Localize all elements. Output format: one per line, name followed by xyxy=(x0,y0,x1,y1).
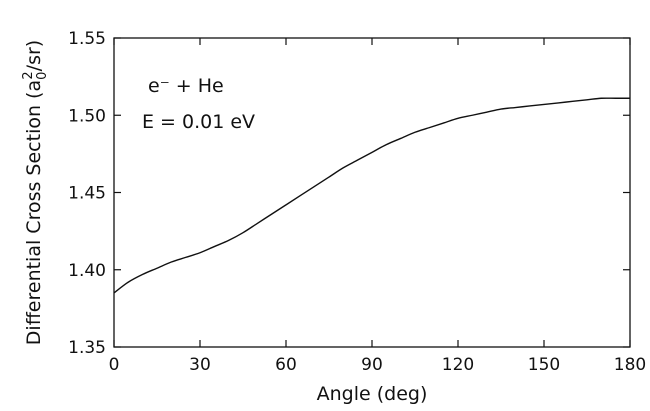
y-axis-title-superscript: 2 xyxy=(21,71,36,79)
x-tick-label: 60 xyxy=(275,355,297,375)
x-tick-label: 30 xyxy=(189,355,211,375)
x-tick-label: 0 xyxy=(109,355,120,375)
y-tick-label: 1.40 xyxy=(68,261,106,281)
x-axis-title: Angle (deg) xyxy=(317,383,428,405)
plot-frame xyxy=(113,37,631,348)
y-axis-title-subscript: 0 xyxy=(35,72,50,80)
annotation-reaction: e⁻ + He xyxy=(148,75,224,97)
x-tick-label: 120 xyxy=(442,355,474,375)
y-axis-title-suffix: /sr) xyxy=(23,40,45,72)
x-tick-label: 90 xyxy=(361,355,383,375)
y-tick-label: 1.45 xyxy=(68,184,106,204)
x-tick-label: 180 xyxy=(614,355,646,375)
y-axis-ticks: 1.35 1.40 1.45 1.50 1.55 xyxy=(68,29,630,358)
y-tick-label: 1.55 xyxy=(68,29,106,49)
x-axis-ticks: 0 30 60 90 120 150 180 xyxy=(109,38,646,375)
y-tick-label: 1.35 xyxy=(68,338,106,358)
series-line xyxy=(113,97,630,294)
annotation-energy: E = 0.01 eV xyxy=(142,111,255,133)
x-tick-label: 150 xyxy=(528,355,560,375)
y-axis-title-prefix: Differential Cross Section (a xyxy=(23,80,45,345)
y-tick-label: 1.50 xyxy=(68,106,106,126)
y-axis-title: Differential Cross Section (a02/sr) xyxy=(21,40,50,345)
